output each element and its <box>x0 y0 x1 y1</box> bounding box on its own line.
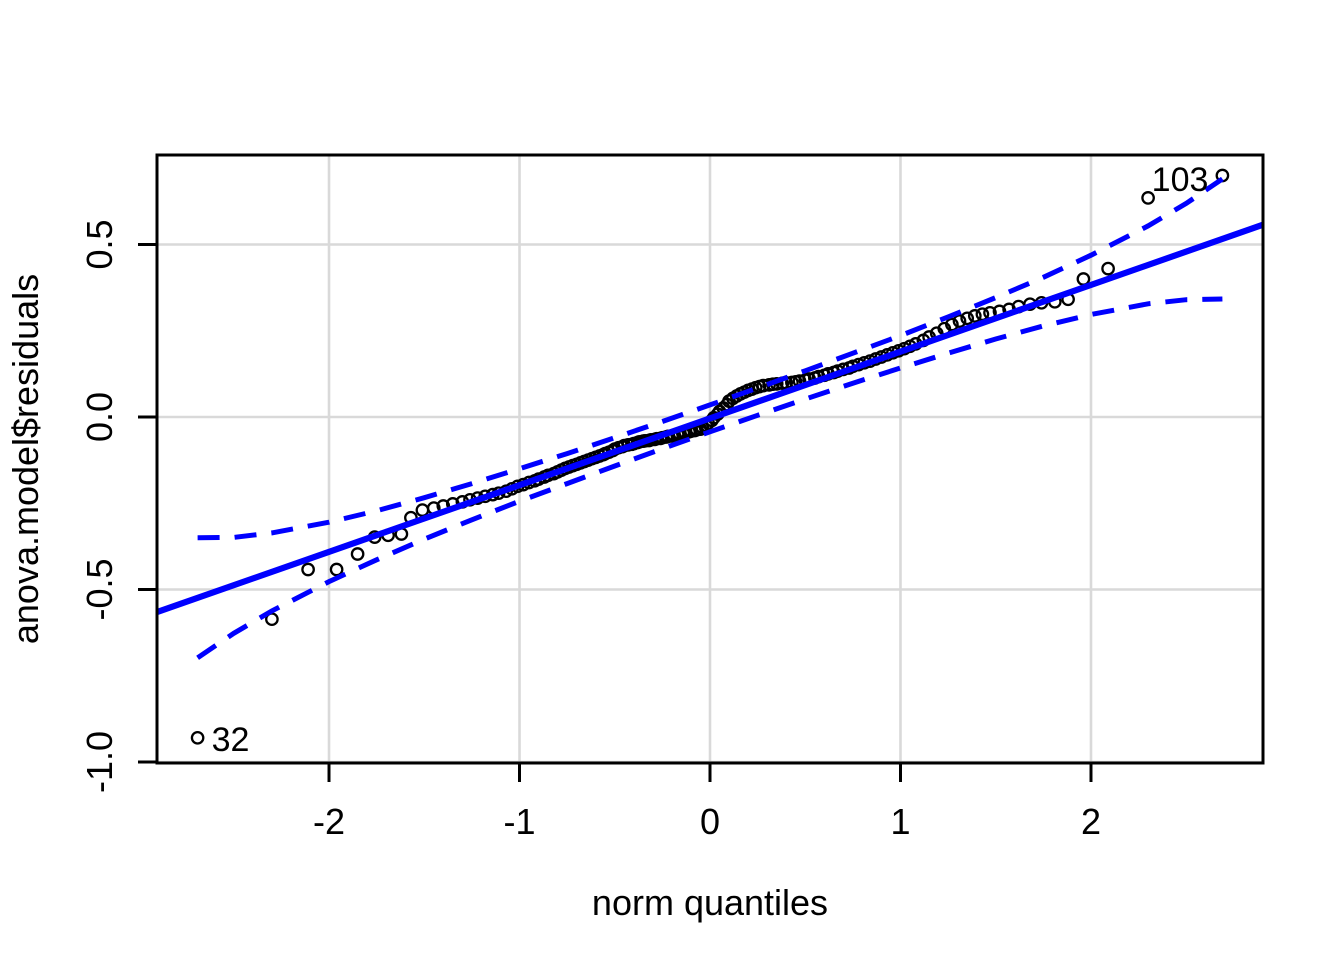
data-point <box>329 562 344 577</box>
data-point <box>945 317 959 332</box>
data-point <box>1141 191 1155 205</box>
x-tick-label: 0 <box>700 801 720 842</box>
x-tick-label: 1 <box>890 801 910 842</box>
data-point <box>415 503 430 517</box>
data-point <box>350 547 365 561</box>
outlier-label: 103 <box>1152 161 1209 199</box>
y-tick-label: -1.0 <box>79 731 120 793</box>
plot-region: -2 -1 0 1 2 -1.0 -0.5 0.0 0.5 32 103 <box>79 153 1265 842</box>
x-tick-label: -1 <box>503 801 535 842</box>
y-tick-label: 0.5 <box>79 219 120 269</box>
y-axis-title: anova.model$residuals <box>5 274 46 644</box>
x-axis-title: norm quantiles <box>592 882 828 923</box>
outlier-label: 32 <box>212 721 250 759</box>
qq-reference-line <box>155 221 1265 616</box>
data-point <box>960 311 975 326</box>
data-point <box>190 730 205 745</box>
y-tick-label: -0.5 <box>79 558 120 620</box>
data-point <box>301 562 315 577</box>
x-tick-label: 2 <box>1081 801 1101 842</box>
y-tick-label: 0.0 <box>79 392 120 442</box>
confidence-envelope-lower <box>196 296 1223 660</box>
data-point <box>1101 261 1115 276</box>
data-point <box>952 314 967 328</box>
confidence-envelope-upper <box>197 176 1224 541</box>
data-point <box>967 309 982 323</box>
x-tick-label: -2 <box>313 801 345 842</box>
